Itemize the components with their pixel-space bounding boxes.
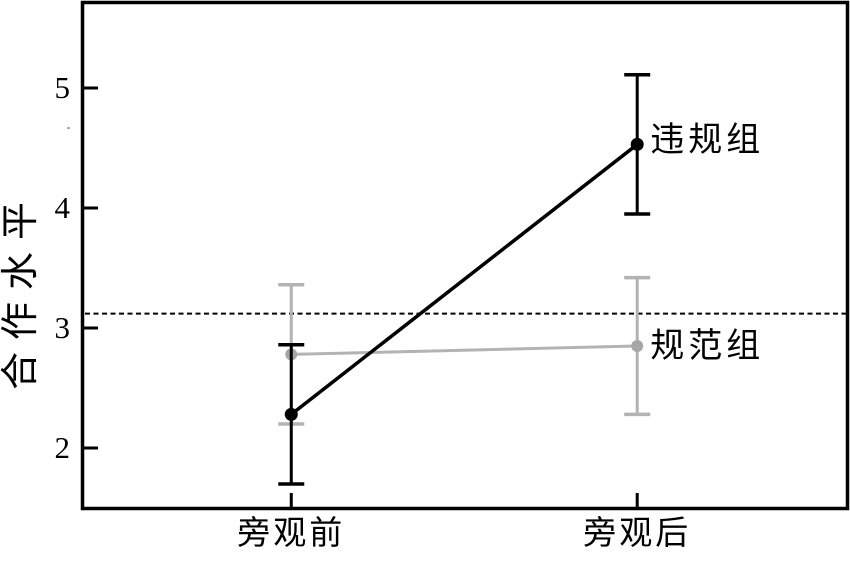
series-line bbox=[291, 344, 638, 356]
series-label-violation-group: 违规组 bbox=[650, 122, 765, 160]
y-tick-label-3: 3 bbox=[54, 310, 71, 345]
axis-frame bbox=[80, 0, 850, 511]
series-label-norm-group: 规范组 bbox=[650, 328, 765, 365]
series-line bbox=[290, 143, 639, 416]
scan-artifact-speck bbox=[67, 127, 70, 129]
y-tick-label-2: 2 bbox=[54, 430, 71, 465]
y-tick-label-4: 4 bbox=[54, 190, 71, 225]
data-point bbox=[630, 137, 644, 151]
y-tick-label-5: 5 bbox=[54, 70, 71, 105]
x-category-label-after-bystanding: 旁观后 bbox=[583, 516, 692, 552]
x-category-label-before-bystanding: 旁观前 bbox=[237, 516, 346, 552]
data-point bbox=[284, 407, 298, 421]
data-point bbox=[631, 340, 644, 352]
